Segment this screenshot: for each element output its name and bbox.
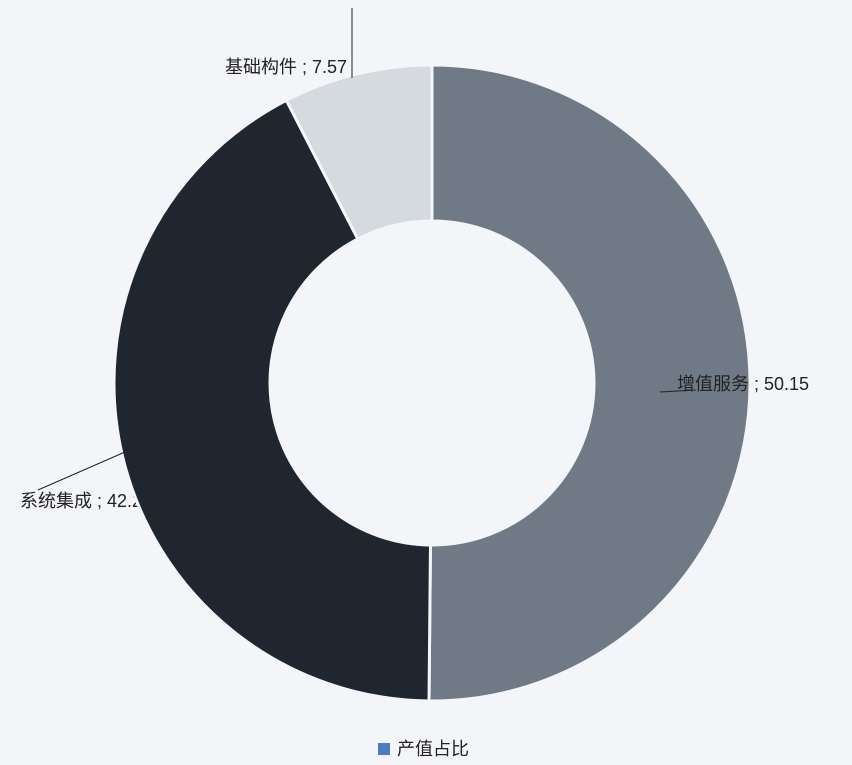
legend-label: 产值占比 xyxy=(397,739,469,759)
chart: 系统集成 ; 42.28 增值服务 ; 50.15 基础构件 ; 7.57 产值占… xyxy=(0,0,852,765)
data-label: 增值服务 ; 50.15 xyxy=(677,374,809,394)
data-label: 基础构件 ; 7.57 xyxy=(225,57,347,77)
legend-swatch xyxy=(378,743,390,755)
data-labels: 系统集成 ; 42.28 xyxy=(20,491,152,511)
data-label: 系统集成 ; 42.28 xyxy=(20,491,152,511)
